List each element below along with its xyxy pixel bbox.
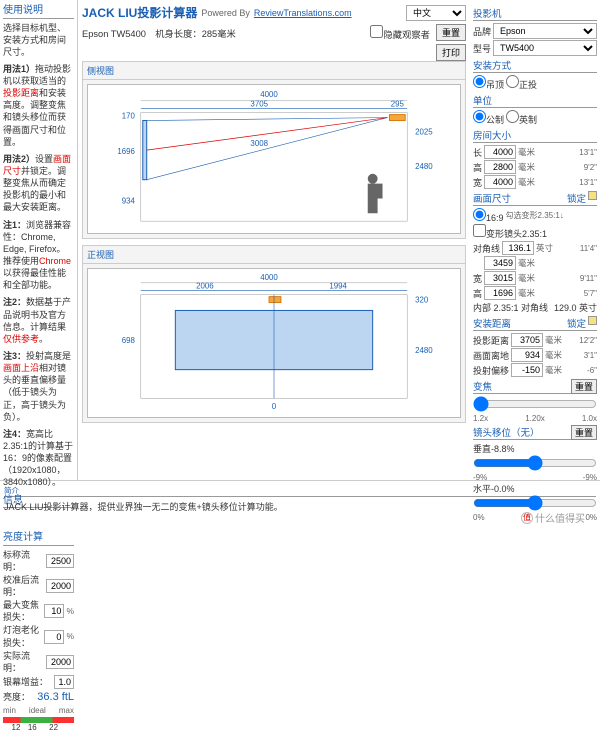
print-button[interactable]: 打印: [436, 44, 466, 61]
projector-icon[interactable]: [389, 115, 405, 121]
lumens-cal-input[interactable]: [46, 579, 74, 593]
powered-by-link[interactable]: ReviewTranslations.com: [254, 8, 352, 18]
screen-offset-input[interactable]: [511, 348, 543, 362]
install-heading: 安装方式: [473, 58, 597, 73]
svg-text:934: 934: [122, 196, 136, 205]
usage-p3: 用法2）设置画面尺寸并锁定。调整变焦从而确定投影机的最小和最大安装距离。: [3, 153, 74, 214]
svg-text:4000: 4000: [260, 90, 278, 99]
watermark: 值什么值得买: [521, 510, 585, 525]
usage-p6: 注3：投射高度是画面上沿相对镜头的垂直偏移量（低于镜头为正，高于镜头为负）。: [3, 350, 74, 423]
reset-button[interactable]: 重置: [436, 24, 466, 41]
zoom-loss-label: 最大变焦损失：: [3, 599, 42, 623]
observer-icon: [368, 174, 383, 213]
model-select[interactable]: TW5400: [493, 40, 597, 56]
projector-heading: 投影机: [473, 6, 597, 21]
distance-heading: 安装距离锁定: [473, 316, 597, 331]
unit-heading: 单位: [473, 93, 597, 108]
lock-icon[interactable]: [588, 191, 597, 200]
lumens-cal-label: 校准后流明：: [3, 574, 44, 598]
room-length-input[interactable]: [484, 145, 516, 159]
gain-label: 银幕增益：: [3, 676, 48, 688]
screen-heading: 画面尺寸锁定: [473, 191, 597, 206]
svg-text:1696: 1696: [117, 147, 135, 156]
svg-text:320: 320: [415, 296, 429, 305]
usage-p5: 注2：数据基于产品说明书及官方信息。计算结果仅供参考。: [3, 296, 74, 345]
zoom-reset-button[interactable]: 重置: [571, 379, 597, 394]
front-view-diagram[interactable]: 4000 2006 1994 320 2480 698 0: [87, 268, 461, 418]
usage-p4: 注1：浏览器兼容性：Chrome, Edge, Firefox。推荐使用Chro…: [3, 219, 74, 292]
brightness-label: 亮度：: [3, 691, 30, 703]
screen-h-input[interactable]: [484, 286, 516, 300]
anamorphic-checkbox[interactable]: [473, 224, 486, 237]
svg-text:295: 295: [391, 100, 405, 109]
inner-diag-label: 内部 2.35:1 对角线: [473, 301, 548, 314]
zoom-slider[interactable]: [473, 396, 597, 412]
proj-offset-input[interactable]: [511, 363, 543, 377]
front-radio[interactable]: [506, 75, 519, 88]
lock-icon[interactable]: [588, 316, 597, 325]
room-height-input[interactable]: [484, 160, 516, 174]
hshift-label: 水平-0.0%: [473, 482, 597, 495]
brightness-value: 36.3 ftL: [37, 690, 74, 705]
hide-observer-checkbox[interactable]: [370, 25, 383, 38]
lumens-actual-input: [46, 655, 74, 669]
svg-text:2025: 2025: [415, 127, 433, 136]
language-select[interactable]: 中文: [406, 5, 466, 21]
front-view-title: 正视图: [83, 246, 465, 264]
side-view-title: 侧视图: [83, 62, 465, 80]
svg-text:2480: 2480: [415, 346, 433, 355]
lamp-loss-label: 灯泡老化损失：: [3, 624, 42, 648]
zoom-heading: 变焦重置: [473, 379, 597, 394]
svg-text:1994: 1994: [329, 282, 347, 291]
side-view-diagram[interactable]: 4000 3705 295 170 1696 934 3008 2480 202…: [87, 84, 461, 234]
svg-text:2006: 2006: [196, 282, 214, 291]
usage-heading: 使用说明: [3, 4, 74, 19]
shift-heading: 镜头移位（无）重置: [473, 425, 597, 440]
inner-diag-value: 129.0 英寸: [554, 301, 597, 314]
brand-select[interactable]: Epson: [493, 23, 597, 39]
screen-w-input[interactable]: [484, 271, 516, 285]
brightness-bar: 12 16 22: [3, 717, 74, 723]
lumens-rated-input[interactable]: [46, 554, 74, 568]
usage-p1: 选择目标机型、安装方式和房间尺寸。: [3, 22, 74, 58]
diag-input[interactable]: [502, 241, 534, 255]
gain-input[interactable]: [54, 675, 74, 689]
ceiling-radio[interactable]: [473, 75, 486, 88]
diag-mm-input[interactable]: [484, 256, 516, 270]
app-title: JACK LIU投影计算器: [82, 4, 197, 21]
svg-text:0: 0: [272, 402, 277, 411]
lamp-loss-input[interactable]: [44, 630, 64, 644]
room-heading: 房间大小: [473, 128, 597, 143]
room-width-input[interactable]: [484, 175, 516, 189]
svg-text:3705: 3705: [250, 100, 268, 109]
svg-text:698: 698: [122, 336, 136, 345]
brightness-heading: 亮度计算: [3, 531, 74, 546]
svg-text:2480: 2480: [415, 162, 433, 171]
imperial-radio[interactable]: [506, 110, 519, 123]
vshift-slider[interactable]: [473, 455, 597, 471]
svg-text:4000: 4000: [260, 273, 278, 282]
ar169-radio[interactable]: [473, 208, 486, 221]
zoom-loss-input[interactable]: [44, 604, 64, 618]
usage-p2: 用法1）拖动投影机以获取适当的投影距离和安装高度。调整变焦和镜头移位而获得画面尺…: [3, 63, 74, 148]
product-info: Epson TW5400 机身长度：285毫米: [82, 26, 236, 40]
svg-text:3008: 3008: [250, 139, 268, 148]
hshift-slider[interactable]: [473, 495, 597, 511]
vshift-label: 垂直-8.8%: [473, 442, 597, 455]
throw-dist-input[interactable]: [511, 333, 543, 347]
powered-by-label: Powered By: [201, 8, 250, 18]
lumens-rated-label: 标称流明：: [3, 549, 44, 573]
metric-radio[interactable]: [473, 110, 486, 123]
usage-p7: 注4：宽高比2.35:1的计算基于16：9的像素配置（1920x1080，384…: [3, 428, 74, 489]
lumens-actual-label: 实际流明：: [3, 650, 44, 674]
svg-text:170: 170: [122, 112, 136, 121]
shift-reset-button[interactable]: 重置: [571, 425, 597, 440]
